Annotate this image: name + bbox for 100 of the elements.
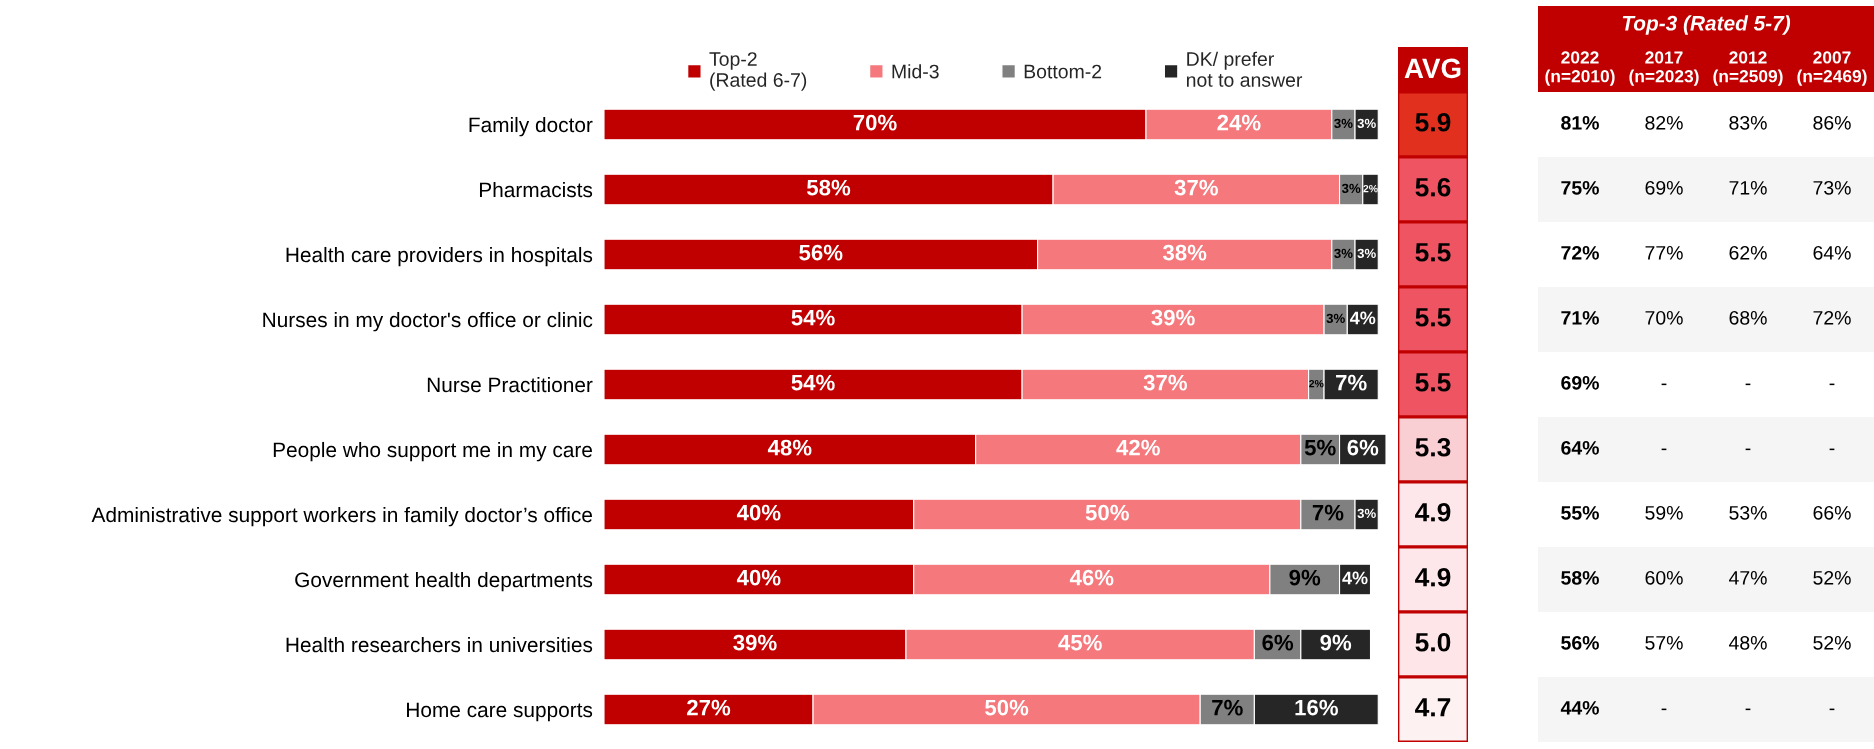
data-label: 72% [1561, 245, 1599, 260]
legend-label: Mid-3 [892, 64, 939, 79]
data-label: 9% [1289, 569, 1321, 586]
data-label: 3% [1357, 248, 1376, 259]
data-label: 40% [736, 569, 781, 586]
data-label: 77% [1645, 246, 1683, 260]
data-label: 4% [1350, 311, 1376, 325]
data-label: 3% [1326, 313, 1345, 324]
text: - [1745, 448, 1751, 451]
data-label: 64% [1813, 245, 1851, 260]
data-label: 64% [1561, 440, 1599, 455]
data-label: 59% [1645, 505, 1683, 520]
data-label: 66% [1813, 505, 1851, 520]
data-label: 50% [1085, 504, 1129, 521]
data-label: 68% [1729, 310, 1767, 325]
data-label: 81% [1561, 115, 1599, 130]
data-label: 55% [1561, 506, 1599, 520]
data-label: 7% [1212, 699, 1243, 716]
data-label: 62% [1729, 245, 1767, 260]
data-label: 46% [1069, 569, 1114, 586]
data-label: 71% [1561, 311, 1599, 325]
y-tick-label: Home care supports [407, 702, 593, 722]
data-label: 52% [1813, 570, 1851, 585]
y-tick-label: Health care providers in hospitals [286, 246, 593, 267]
data-label: 3% [1334, 118, 1353, 129]
data-label: 7% [1336, 374, 1367, 391]
data-label: 54% [791, 309, 835, 326]
data-label: 4% [1342, 571, 1368, 585]
y-tick-label: Nurse Practitioner [427, 376, 593, 393]
data-label: 58% [806, 179, 851, 196]
text: - [1829, 383, 1835, 386]
legend-label: Top-2 (Rated 6-7) [709, 52, 807, 91]
data-label: 3% [1341, 183, 1361, 194]
data-label: 5.9 [1415, 112, 1451, 132]
data-label: 5.5 [1415, 243, 1451, 262]
data-label: 4.9 [1415, 567, 1451, 587]
data-label: 86% [1813, 115, 1851, 130]
data-label: 58% [1561, 570, 1599, 585]
data-label: 2% [1363, 184, 1378, 193]
data-label: 6% [1347, 439, 1379, 456]
data-label: 9% [1320, 634, 1352, 651]
data-label: 4.9 [1415, 502, 1451, 522]
chart-title: Top-3 (Rated 5-7) [1622, 15, 1791, 35]
data-label: 3% [1334, 248, 1353, 259]
data-label: 5.3 [1415, 437, 1451, 457]
data-label: 70% [853, 114, 897, 131]
text: - [1829, 708, 1835, 711]
data-label: 69% [1561, 375, 1599, 390]
data-label: 5.5 [1415, 308, 1451, 327]
data-label: 24% [1217, 114, 1261, 131]
x-tick-label: AVG [1404, 58, 1461, 79]
text: - [1661, 448, 1667, 451]
data-label: 57% [1645, 636, 1683, 650]
data-label: 39% [733, 634, 777, 651]
text: - [1829, 448, 1835, 451]
data-label: 5.0 [1415, 632, 1451, 652]
text: - [1745, 383, 1751, 386]
data-label: 40% [736, 504, 781, 521]
data-label: 69% [1645, 180, 1683, 195]
data-label: 4.7 [1415, 698, 1451, 717]
data-label: 27% [687, 699, 731, 716]
y-tick-label: Health researchers in universities [286, 636, 593, 653]
y-tick-label: Family doctor [469, 116, 593, 137]
text: - [1745, 708, 1751, 711]
data-label: 5.5 [1415, 373, 1451, 392]
data-label: 56% [799, 244, 843, 261]
data-label: 47% [1728, 571, 1767, 585]
data-label: 83% [1729, 115, 1767, 130]
data-label: 5.6 [1415, 177, 1451, 197]
data-label: 44% [1560, 701, 1599, 715]
y-tick-label: Pharmacists [479, 181, 593, 198]
data-label: 72% [1813, 310, 1851, 325]
data-label: 50% [985, 699, 1029, 716]
data-label: 82% [1645, 115, 1683, 130]
text: - [1661, 708, 1667, 711]
data-label: 7% [1312, 504, 1344, 521]
data-label: 71% [1729, 181, 1767, 195]
data-label: 39% [1151, 309, 1195, 326]
x-tick-label: 2022 (n=2010) [1545, 51, 1615, 86]
x-tick-label: 2017 (n=2023) [1629, 51, 1699, 86]
data-label: 70% [1645, 310, 1683, 325]
data-label: 53% [1729, 505, 1767, 520]
legend-label: Bottom-2 [1024, 64, 1102, 79]
data-label: 16% [1295, 699, 1338, 716]
data-label: 38% [1162, 244, 1207, 261]
data-label: 52% [1813, 635, 1851, 650]
data-label: 60% [1645, 570, 1683, 585]
data-label: 48% [1728, 635, 1767, 650]
x-tick-label: 2007 (n=2469) [1797, 51, 1867, 86]
data-label: 3% [1357, 508, 1376, 519]
y-tick-label: Government health departments [295, 571, 593, 592]
data-label: 54% [791, 374, 835, 391]
data-label: 73% [1813, 180, 1851, 195]
data-label: 45% [1058, 634, 1102, 651]
data-label: 48% [767, 439, 812, 456]
data-label: 75% [1561, 181, 1599, 195]
y-tick-label: Administrative support workers in family doctor’s office [91, 506, 592, 527]
legend-label: DK/ prefer not to answer [1186, 51, 1303, 87]
y-tick-label: People who support me in my care [273, 441, 592, 462]
data-label: 42% [1116, 439, 1160, 456]
